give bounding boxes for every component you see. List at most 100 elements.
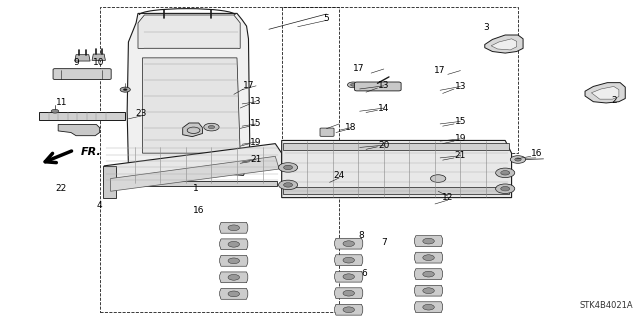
Text: 24: 24 (333, 171, 345, 180)
Polygon shape (335, 238, 363, 249)
Bar (282, 7, 518, 153)
Circle shape (204, 123, 219, 131)
Circle shape (423, 238, 435, 244)
FancyBboxPatch shape (39, 112, 125, 120)
Polygon shape (415, 285, 443, 296)
Circle shape (51, 109, 59, 113)
Text: 21: 21 (250, 155, 262, 164)
FancyBboxPatch shape (53, 69, 111, 79)
Circle shape (124, 89, 127, 91)
Text: 2: 2 (611, 96, 616, 105)
Text: 17: 17 (435, 66, 446, 75)
Polygon shape (220, 272, 248, 283)
Circle shape (500, 171, 509, 175)
Text: 12: 12 (442, 193, 453, 202)
Text: 5: 5 (323, 14, 329, 23)
Bar (106, 181, 277, 187)
Polygon shape (335, 255, 363, 266)
Circle shape (343, 257, 355, 263)
Text: 17: 17 (243, 81, 254, 90)
Circle shape (284, 183, 292, 187)
Circle shape (228, 258, 239, 264)
Polygon shape (92, 54, 106, 60)
Polygon shape (335, 288, 363, 299)
Circle shape (208, 125, 214, 129)
Polygon shape (111, 156, 279, 191)
Polygon shape (220, 222, 248, 233)
Circle shape (500, 187, 509, 191)
Text: 18: 18 (345, 123, 356, 132)
Circle shape (423, 304, 435, 310)
Polygon shape (220, 256, 248, 266)
Circle shape (284, 165, 292, 170)
Text: 16: 16 (531, 149, 543, 158)
Circle shape (423, 288, 435, 293)
FancyBboxPatch shape (320, 128, 334, 136)
Polygon shape (491, 39, 516, 50)
Circle shape (343, 290, 355, 296)
Text: 13: 13 (378, 81, 390, 90)
Text: 15: 15 (250, 119, 262, 129)
Text: 3: 3 (483, 23, 489, 32)
Text: 23: 23 (136, 109, 147, 118)
Circle shape (120, 87, 131, 92)
Text: 22: 22 (56, 184, 67, 193)
Bar (100, 7, 339, 312)
Polygon shape (75, 55, 90, 61)
Text: 19: 19 (250, 137, 262, 146)
Text: 4: 4 (97, 201, 102, 210)
Circle shape (228, 225, 239, 231)
Text: 15: 15 (455, 117, 467, 126)
Polygon shape (220, 288, 248, 299)
Text: 9: 9 (73, 58, 79, 67)
Polygon shape (220, 239, 248, 250)
Polygon shape (415, 269, 443, 279)
Polygon shape (415, 302, 443, 313)
Circle shape (343, 241, 355, 247)
Polygon shape (182, 123, 202, 137)
Polygon shape (415, 252, 443, 263)
Polygon shape (415, 236, 443, 247)
Circle shape (495, 184, 515, 194)
Text: 20: 20 (378, 141, 390, 150)
Circle shape (495, 168, 515, 178)
Circle shape (228, 241, 239, 247)
Polygon shape (591, 86, 619, 99)
Polygon shape (138, 15, 240, 48)
Text: FR.: FR. (81, 146, 101, 157)
Text: 16: 16 (193, 206, 204, 215)
Polygon shape (484, 35, 523, 53)
Bar (283, 188, 509, 195)
Text: 6: 6 (362, 269, 367, 278)
FancyBboxPatch shape (355, 82, 401, 91)
Circle shape (510, 156, 525, 163)
Circle shape (278, 180, 298, 190)
Circle shape (423, 271, 435, 277)
Circle shape (228, 274, 239, 280)
Polygon shape (143, 58, 240, 153)
Text: 10: 10 (93, 58, 104, 67)
Text: 14: 14 (378, 104, 390, 113)
Circle shape (351, 84, 356, 86)
Polygon shape (58, 124, 100, 136)
Text: 17: 17 (353, 64, 364, 73)
Text: 7: 7 (381, 238, 387, 247)
Polygon shape (282, 140, 511, 197)
Text: 21: 21 (455, 151, 466, 160)
Text: 13: 13 (455, 82, 467, 91)
Circle shape (348, 82, 359, 88)
Text: 1: 1 (193, 184, 198, 193)
Text: 11: 11 (56, 98, 67, 107)
Circle shape (423, 255, 435, 261)
Bar (283, 143, 509, 150)
Polygon shape (335, 271, 363, 282)
Polygon shape (104, 144, 282, 185)
Circle shape (228, 291, 239, 297)
Text: STK4B4021A: STK4B4021A (579, 301, 633, 310)
Polygon shape (585, 83, 625, 103)
Circle shape (343, 274, 355, 279)
Text: 19: 19 (455, 134, 467, 143)
Circle shape (515, 158, 521, 161)
Circle shape (431, 175, 446, 182)
Circle shape (278, 163, 298, 172)
